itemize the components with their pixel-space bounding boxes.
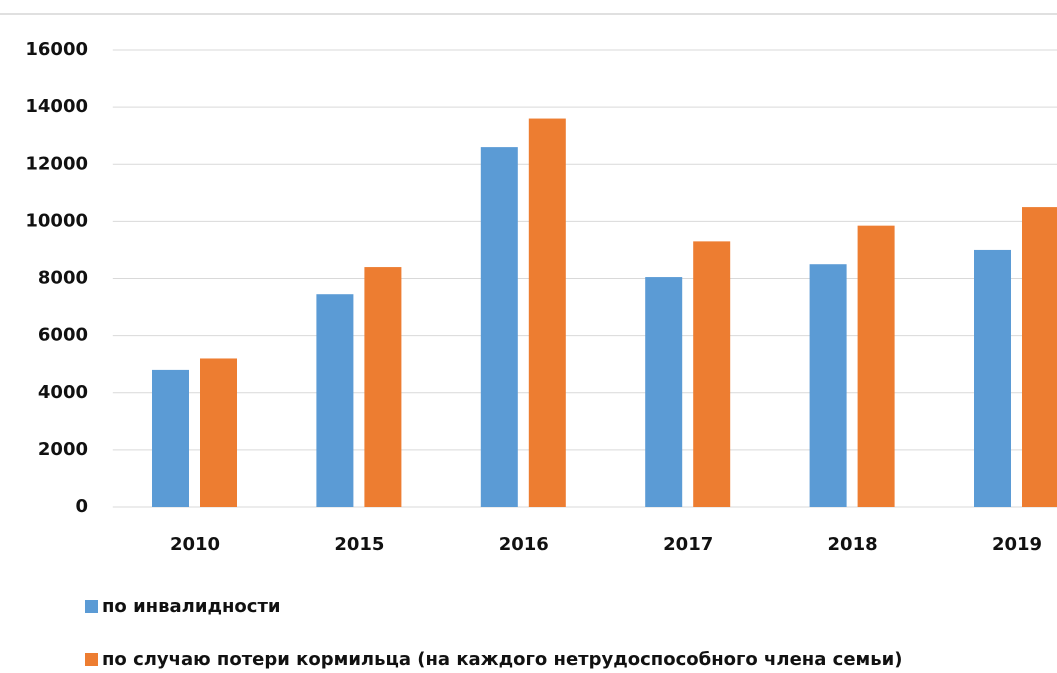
y-tick-label: 8000 [38,268,88,289]
bar [645,277,683,507]
y-tick-label: 4000 [38,382,88,403]
y-tick-label: 6000 [38,325,88,346]
y-tick-label: 16000 [25,39,88,60]
legend-label: по случаю потери кормильца (на каждого н… [102,649,902,670]
y-tick-label: 2000 [38,439,88,460]
legend-swatch [85,600,98,613]
x-tick-label: 2017 [663,534,713,555]
bar [809,264,847,507]
bar [1022,207,1057,507]
legend-swatch [85,653,98,666]
bar [152,369,189,507]
x-tick-label: 2018 [828,534,878,555]
y-tick-label: 10000 [25,210,88,231]
x-tick-label: 2019 [992,534,1042,555]
bar [974,249,1011,507]
x-tick-label: 2015 [334,534,384,555]
bar [480,147,518,508]
bar [528,118,566,508]
x-tick-label: 2016 [499,534,549,555]
bar [693,241,731,507]
legend-label: по инвалидности [102,596,281,617]
x-tick-label: 2010 [170,534,220,555]
bar [200,358,237,507]
y-tick-label: 0 [75,496,88,517]
bar [364,267,402,507]
y-tick-label: 14000 [25,96,88,117]
bar [857,225,895,508]
y-tick-label: 12000 [25,153,88,174]
bar [316,294,354,507]
